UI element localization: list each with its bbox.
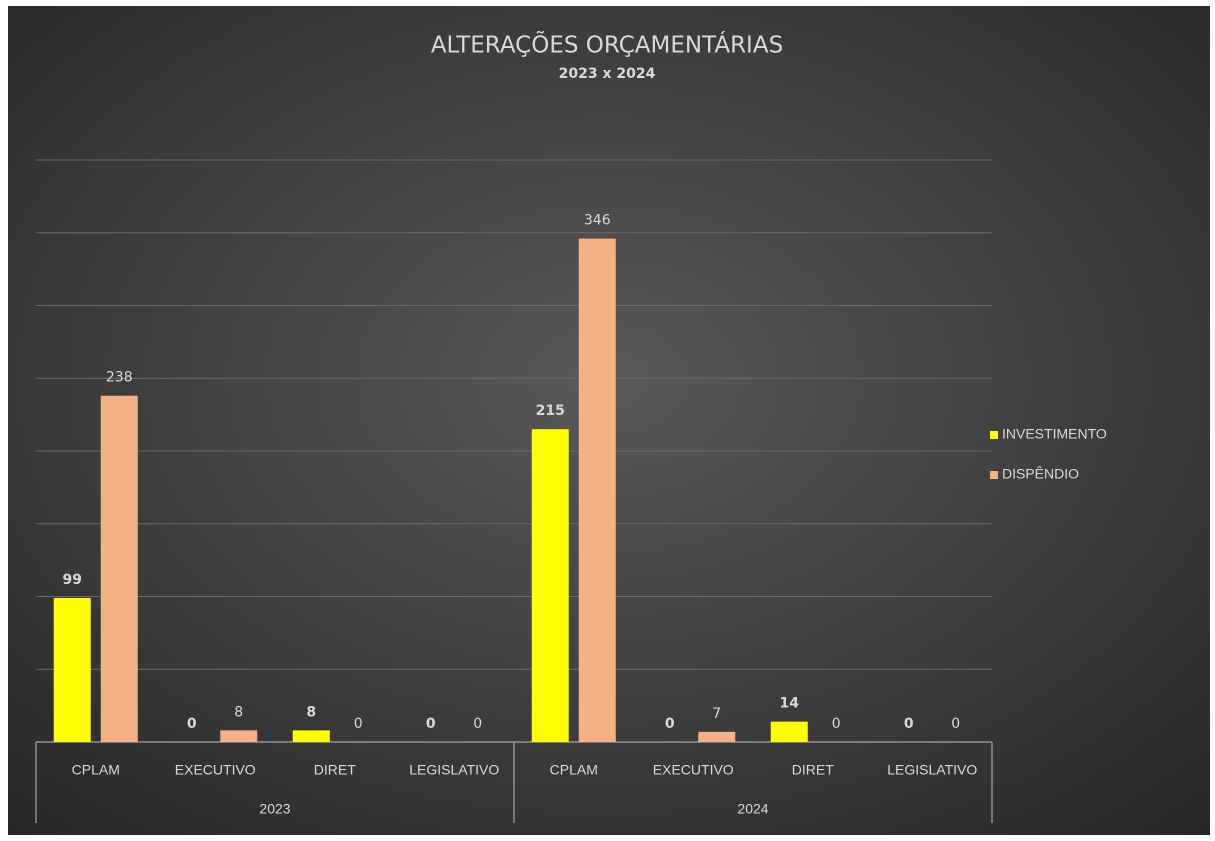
data-label: 0 — [426, 716, 436, 732]
data-label: 215 — [536, 403, 565, 419]
x-tick-label: CPLAM — [72, 762, 120, 778]
bar — [770, 721, 808, 742]
bar — [698, 731, 736, 742]
bar — [53, 597, 91, 742]
legend-label: DISPÊNDIO — [1002, 466, 1079, 482]
bar — [578, 238, 616, 742]
data-label: 8 — [234, 704, 243, 720]
data-label: 0 — [187, 716, 197, 732]
x-tick-label: EXECUTIVO — [175, 762, 256, 778]
group-label: 2024 — [737, 801, 768, 817]
data-label: 99 — [63, 572, 82, 588]
data-label: 0 — [354, 716, 363, 732]
x-tick-label: LEGISLATIVO — [409, 762, 499, 778]
x-tick-label: DIRET — [314, 762, 356, 778]
group-label: 2023 — [259, 801, 290, 817]
chart-title: ALTERAÇÕES ORÇAMENTÁRIAS — [431, 30, 783, 59]
bar — [292, 730, 330, 742]
data-label: 0 — [832, 716, 841, 732]
bar — [100, 395, 138, 742]
x-tick-label: EXECUTIVO — [653, 762, 734, 778]
data-label: 238 — [106, 370, 133, 386]
bar — [220, 730, 258, 742]
data-label: 14 — [780, 696, 800, 712]
data-label: 7 — [712, 706, 721, 722]
x-tick-label: DIRET — [792, 762, 834, 778]
data-label: 0 — [665, 716, 675, 732]
data-label: 8 — [306, 704, 316, 720]
legend-label: INVESTIMENTO — [1002, 426, 1107, 442]
data-label: 0 — [951, 716, 960, 732]
chart-subtitle: 2023 x 2024 — [559, 66, 656, 82]
data-label: 346 — [584, 213, 611, 229]
bar — [531, 429, 569, 742]
legend-swatch — [990, 431, 998, 439]
data-label: 0 — [473, 716, 482, 732]
x-tick-label: LEGISLATIVO — [887, 762, 977, 778]
data-label: 0 — [904, 716, 914, 732]
x-tick-label: CPLAM — [550, 762, 598, 778]
legend-swatch — [990, 471, 998, 479]
